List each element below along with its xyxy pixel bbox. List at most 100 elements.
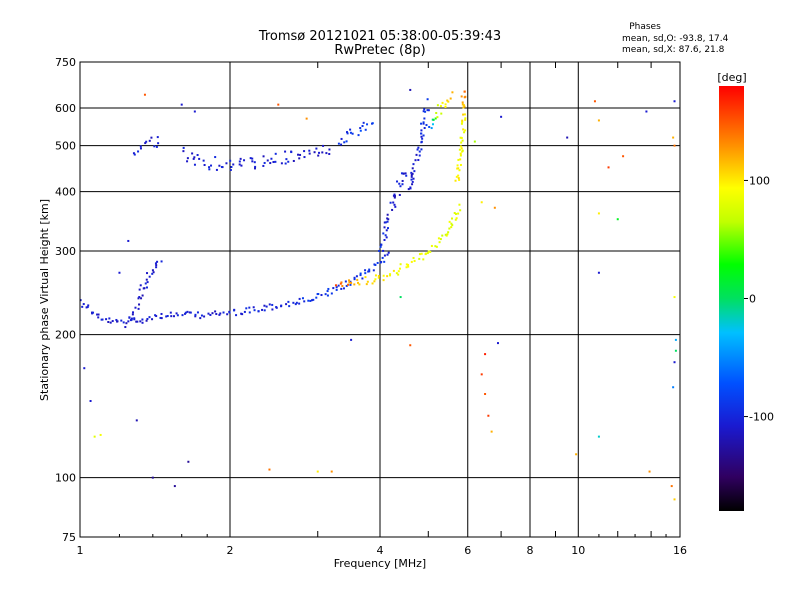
data-point	[674, 349, 677, 352]
data-point	[218, 313, 221, 316]
data-point	[230, 166, 233, 169]
data-point	[357, 134, 360, 137]
data-point	[251, 160, 254, 163]
data-point	[156, 136, 159, 139]
data-point	[449, 97, 452, 100]
data-point	[359, 274, 362, 277]
data-point	[194, 315, 197, 318]
data-point	[327, 287, 330, 290]
data-point	[460, 95, 463, 98]
data-point	[265, 305, 268, 308]
data-point	[243, 310, 246, 313]
data-point	[220, 165, 223, 168]
data-point	[418, 154, 421, 157]
data-point	[410, 260, 413, 263]
data-point	[241, 313, 244, 316]
data-point	[460, 141, 463, 144]
x-tick-label: 1	[77, 544, 84, 557]
data-point	[134, 306, 137, 309]
data-point	[340, 137, 343, 140]
data-point	[312, 298, 315, 301]
data-point	[137, 297, 140, 300]
data-point	[210, 164, 213, 167]
data-point	[407, 265, 410, 268]
data-point	[364, 269, 367, 272]
data-point	[459, 152, 462, 155]
data-point	[464, 95, 467, 98]
data-point	[330, 292, 333, 295]
data-point	[349, 131, 352, 134]
data-point	[186, 160, 189, 163]
data-point	[597, 212, 600, 215]
data-point	[268, 303, 271, 306]
data-point	[311, 299, 314, 302]
data-point	[366, 280, 369, 283]
data-point	[303, 150, 306, 153]
data-point	[79, 299, 82, 302]
data-point	[457, 212, 460, 215]
data-point	[187, 460, 190, 463]
data-point	[192, 157, 195, 160]
data-point	[340, 281, 343, 284]
data-point	[87, 304, 90, 307]
data-point	[170, 315, 173, 318]
data-point	[315, 147, 318, 150]
data-point	[317, 292, 320, 295]
data-point	[214, 310, 217, 313]
data-point	[411, 172, 414, 175]
data-point	[189, 311, 192, 314]
data-point	[208, 168, 211, 171]
data-point	[139, 145, 142, 148]
data-point	[322, 144, 325, 147]
data-point	[238, 163, 241, 166]
data-point	[461, 121, 464, 124]
data-point	[383, 238, 386, 241]
data-point	[411, 167, 414, 170]
data-point	[132, 311, 135, 314]
data-point	[575, 453, 578, 456]
data-point	[151, 476, 154, 479]
data-point	[462, 128, 465, 131]
data-point	[407, 188, 410, 191]
data-point	[353, 278, 356, 281]
data-point	[292, 301, 295, 304]
data-point	[272, 161, 275, 164]
data-point	[364, 272, 367, 275]
data-point	[377, 276, 380, 279]
data-point	[672, 136, 675, 139]
y-tick-label: 400	[55, 186, 76, 199]
data-point	[271, 303, 274, 306]
data-point	[160, 312, 163, 315]
data-point	[426, 98, 429, 101]
y-tick-label: 300	[55, 245, 76, 258]
data-point	[347, 279, 350, 282]
data-point	[285, 303, 288, 306]
data-point	[397, 270, 400, 273]
data-point	[199, 317, 202, 320]
data-point	[96, 313, 99, 316]
data-point	[438, 241, 441, 244]
data-point	[423, 127, 426, 130]
data-point	[349, 280, 352, 283]
data-point	[127, 320, 130, 323]
data-point	[139, 284, 142, 287]
data-point	[674, 338, 677, 341]
data-point	[130, 317, 133, 320]
data-point	[356, 278, 359, 281]
data-point	[180, 103, 183, 106]
data-point	[243, 159, 246, 162]
data-point	[448, 227, 451, 230]
data-point	[407, 263, 410, 266]
data-point	[253, 161, 256, 164]
data-point	[348, 281, 351, 284]
data-point	[280, 304, 283, 307]
x-tick-label: 2	[227, 544, 234, 557]
data-point	[285, 158, 288, 161]
data-point	[239, 157, 242, 160]
data-point	[425, 124, 428, 127]
data-point	[383, 260, 386, 263]
data-point	[335, 286, 338, 289]
data-point	[208, 166, 211, 169]
data-point	[461, 139, 464, 142]
data-point	[133, 317, 136, 320]
